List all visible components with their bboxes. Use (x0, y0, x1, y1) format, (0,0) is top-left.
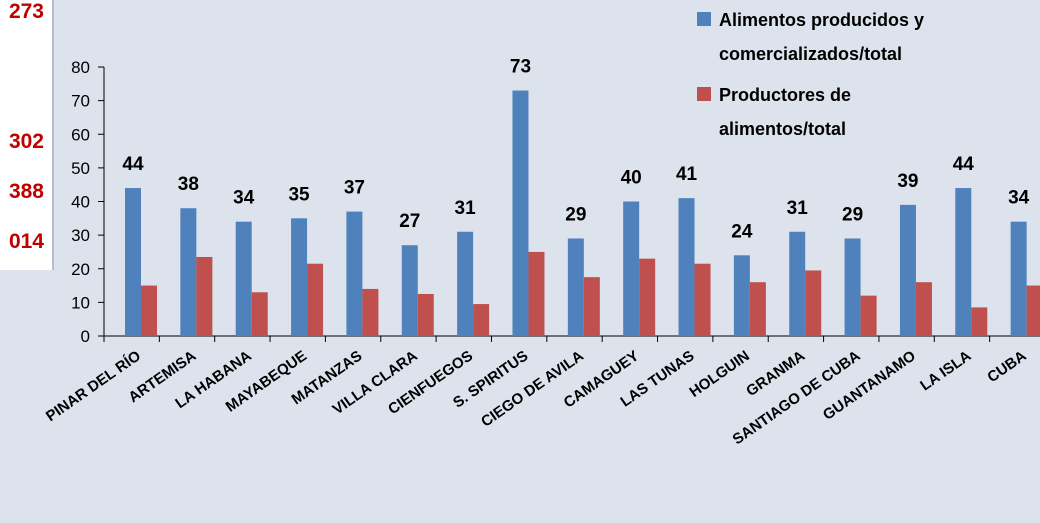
bar-series2 (362, 288, 379, 336)
data-label: 31 (455, 198, 477, 219)
bar-series1 (512, 90, 529, 336)
bar-series1 (457, 231, 474, 336)
category-label: PINAR DEL RÍO (43, 347, 144, 425)
side-value: 273 (8, 0, 44, 23)
legend-label-series2: alimentos/total (719, 119, 846, 139)
bar-series1 (180, 208, 197, 336)
data-label: 41 (676, 164, 698, 185)
legend-label-series1: Alimentos producidos y (719, 10, 924, 30)
data-label: 34 (1008, 188, 1030, 209)
bar-series2 (251, 292, 268, 336)
bar-series2 (583, 277, 600, 336)
bar-series1 (125, 188, 141, 336)
y-tick-label: 30 (71, 226, 90, 245)
y-tick-label: 80 (71, 58, 90, 77)
bar-series2 (915, 282, 932, 336)
bar-series1 (899, 204, 916, 336)
data-label: 44 (122, 154, 144, 175)
bar-series2 (694, 263, 711, 336)
y-tick-label: 50 (71, 159, 90, 178)
bar-series1 (733, 255, 750, 336)
data-label: 27 (399, 211, 420, 232)
data-label: 40 (621, 168, 642, 189)
category-label: LA ISLA (917, 347, 974, 394)
bar-series2 (805, 270, 822, 336)
legend-swatch-series2 (697, 87, 711, 101)
y-tick-label: 60 (71, 125, 90, 144)
side-value: 388 (8, 180, 44, 203)
data-label: 29 (565, 204, 586, 225)
bar-series2 (639, 258, 656, 336)
y-tick-label: 20 (71, 260, 90, 279)
bar-series2 (196, 256, 213, 336)
data-label: 29 (842, 204, 863, 225)
data-label: 24 (731, 221, 753, 242)
side-values-panel: 273 302 388 014 (0, 0, 54, 270)
y-tick-label: 40 (71, 193, 90, 212)
category-label: HOLGUIN (686, 347, 752, 401)
legend-label-series2: Productores de (719, 85, 851, 105)
data-label: 31 (787, 198, 809, 219)
side-value: 014 (8, 230, 44, 253)
category-label: CUBA (984, 347, 1029, 386)
bar-series2 (417, 293, 434, 336)
bar-series2 (528, 251, 545, 336)
bar-series1 (678, 198, 695, 336)
bar-series1 (623, 201, 640, 336)
bar-series1 (955, 188, 972, 336)
bar-series1 (567, 238, 584, 336)
legend-swatch-series1 (697, 12, 711, 26)
y-tick-label: 70 (71, 92, 90, 111)
bar-series1 (346, 211, 363, 336)
category-label: CIEGO DE AVILA (478, 347, 587, 430)
bar-series1 (1010, 221, 1027, 336)
data-label: 35 (288, 184, 310, 205)
bar-series1 (401, 245, 418, 336)
bar-series1 (235, 221, 252, 336)
data-label: 73 (510, 57, 531, 78)
bar-series2 (473, 304, 490, 336)
legend-label-series1: comercializados/total (719, 44, 902, 64)
side-value: 302 (8, 130, 44, 153)
category-label: GUANTANAMO (820, 347, 919, 424)
bar-series2 (307, 263, 324, 336)
bar-series2 (1026, 285, 1040, 336)
bar-series2 (141, 285, 157, 336)
bar-series1 (844, 238, 861, 336)
data-label: 37 (344, 178, 365, 199)
y-tick-label: 0 (81, 327, 90, 346)
data-label: 39 (897, 171, 918, 192)
bar-series2 (749, 282, 766, 336)
y-tick-label: 10 (71, 293, 90, 312)
data-label: 38 (178, 174, 199, 195)
bar-series1 (789, 231, 806, 336)
bar-series2 (971, 307, 988, 336)
data-label: 44 (953, 154, 975, 175)
data-label: 34 (233, 188, 255, 209)
bar-series2 (860, 295, 877, 336)
bar-series1 (291, 218, 308, 336)
